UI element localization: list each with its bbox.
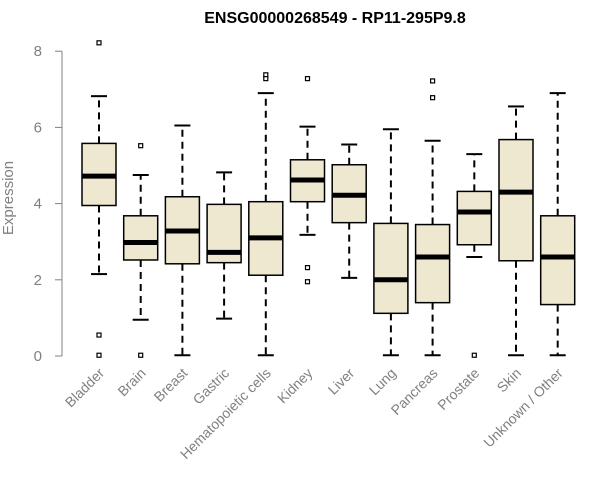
y-tick-label: 6 <box>34 119 42 136</box>
x-category-label: Breast <box>151 365 191 405</box>
y-tick-label: 0 <box>34 348 42 365</box>
iqr-box <box>414 223 451 304</box>
outlier-point <box>138 352 144 358</box>
chart-title: ENSG00000268549 - RP11-295P9.8 <box>204 10 466 27</box>
box-group <box>289 76 326 285</box>
outlier-point <box>304 279 311 285</box>
box-series <box>81 40 576 358</box>
box-group <box>81 40 117 358</box>
box-group <box>498 105 534 357</box>
x-category-label: Brain <box>114 365 148 399</box>
outlier-point <box>430 78 436 84</box>
box-group <box>373 128 409 357</box>
outlier-point <box>304 76 311 82</box>
iqr-box <box>498 138 534 262</box>
y-axis: 0 2 4 6 8 <box>34 43 63 365</box>
y-tick-label: 4 <box>34 196 42 213</box>
iqr-box <box>539 215 576 306</box>
x-category-label: Lung <box>366 365 399 398</box>
box-group <box>456 153 493 358</box>
x-category-label: Skin <box>494 365 525 396</box>
y-tick-label: 8 <box>34 43 42 60</box>
y-axis-label: Expression <box>0 161 17 235</box>
outlier-point <box>96 332 102 338</box>
x-category-label: Kidney <box>274 365 316 407</box>
outlier-point <box>138 143 144 149</box>
outlier-point <box>96 40 102 46</box>
outlier-point <box>263 76 269 82</box>
x-category-label: Bladder <box>62 365 108 411</box>
box-group <box>122 143 159 358</box>
iqr-box <box>122 215 159 261</box>
box-group <box>248 72 284 357</box>
x-category-label: Liver <box>325 365 358 398</box>
y-tick-label: 2 <box>34 272 42 289</box>
outlier-point <box>430 95 436 101</box>
box-group <box>414 78 451 357</box>
iqr-box <box>456 190 493 246</box>
iqr-box <box>373 222 409 315</box>
box-group <box>539 92 576 357</box>
box-group <box>331 143 367 279</box>
outlier-point <box>96 352 102 358</box>
outlier-point <box>471 352 477 358</box>
box-group <box>164 124 201 357</box>
outlier-point <box>304 265 311 271</box>
x-category-label: Unknown / Other <box>480 365 566 451</box>
x-category-label: Prostate <box>434 365 482 413</box>
box-group <box>206 171 242 320</box>
